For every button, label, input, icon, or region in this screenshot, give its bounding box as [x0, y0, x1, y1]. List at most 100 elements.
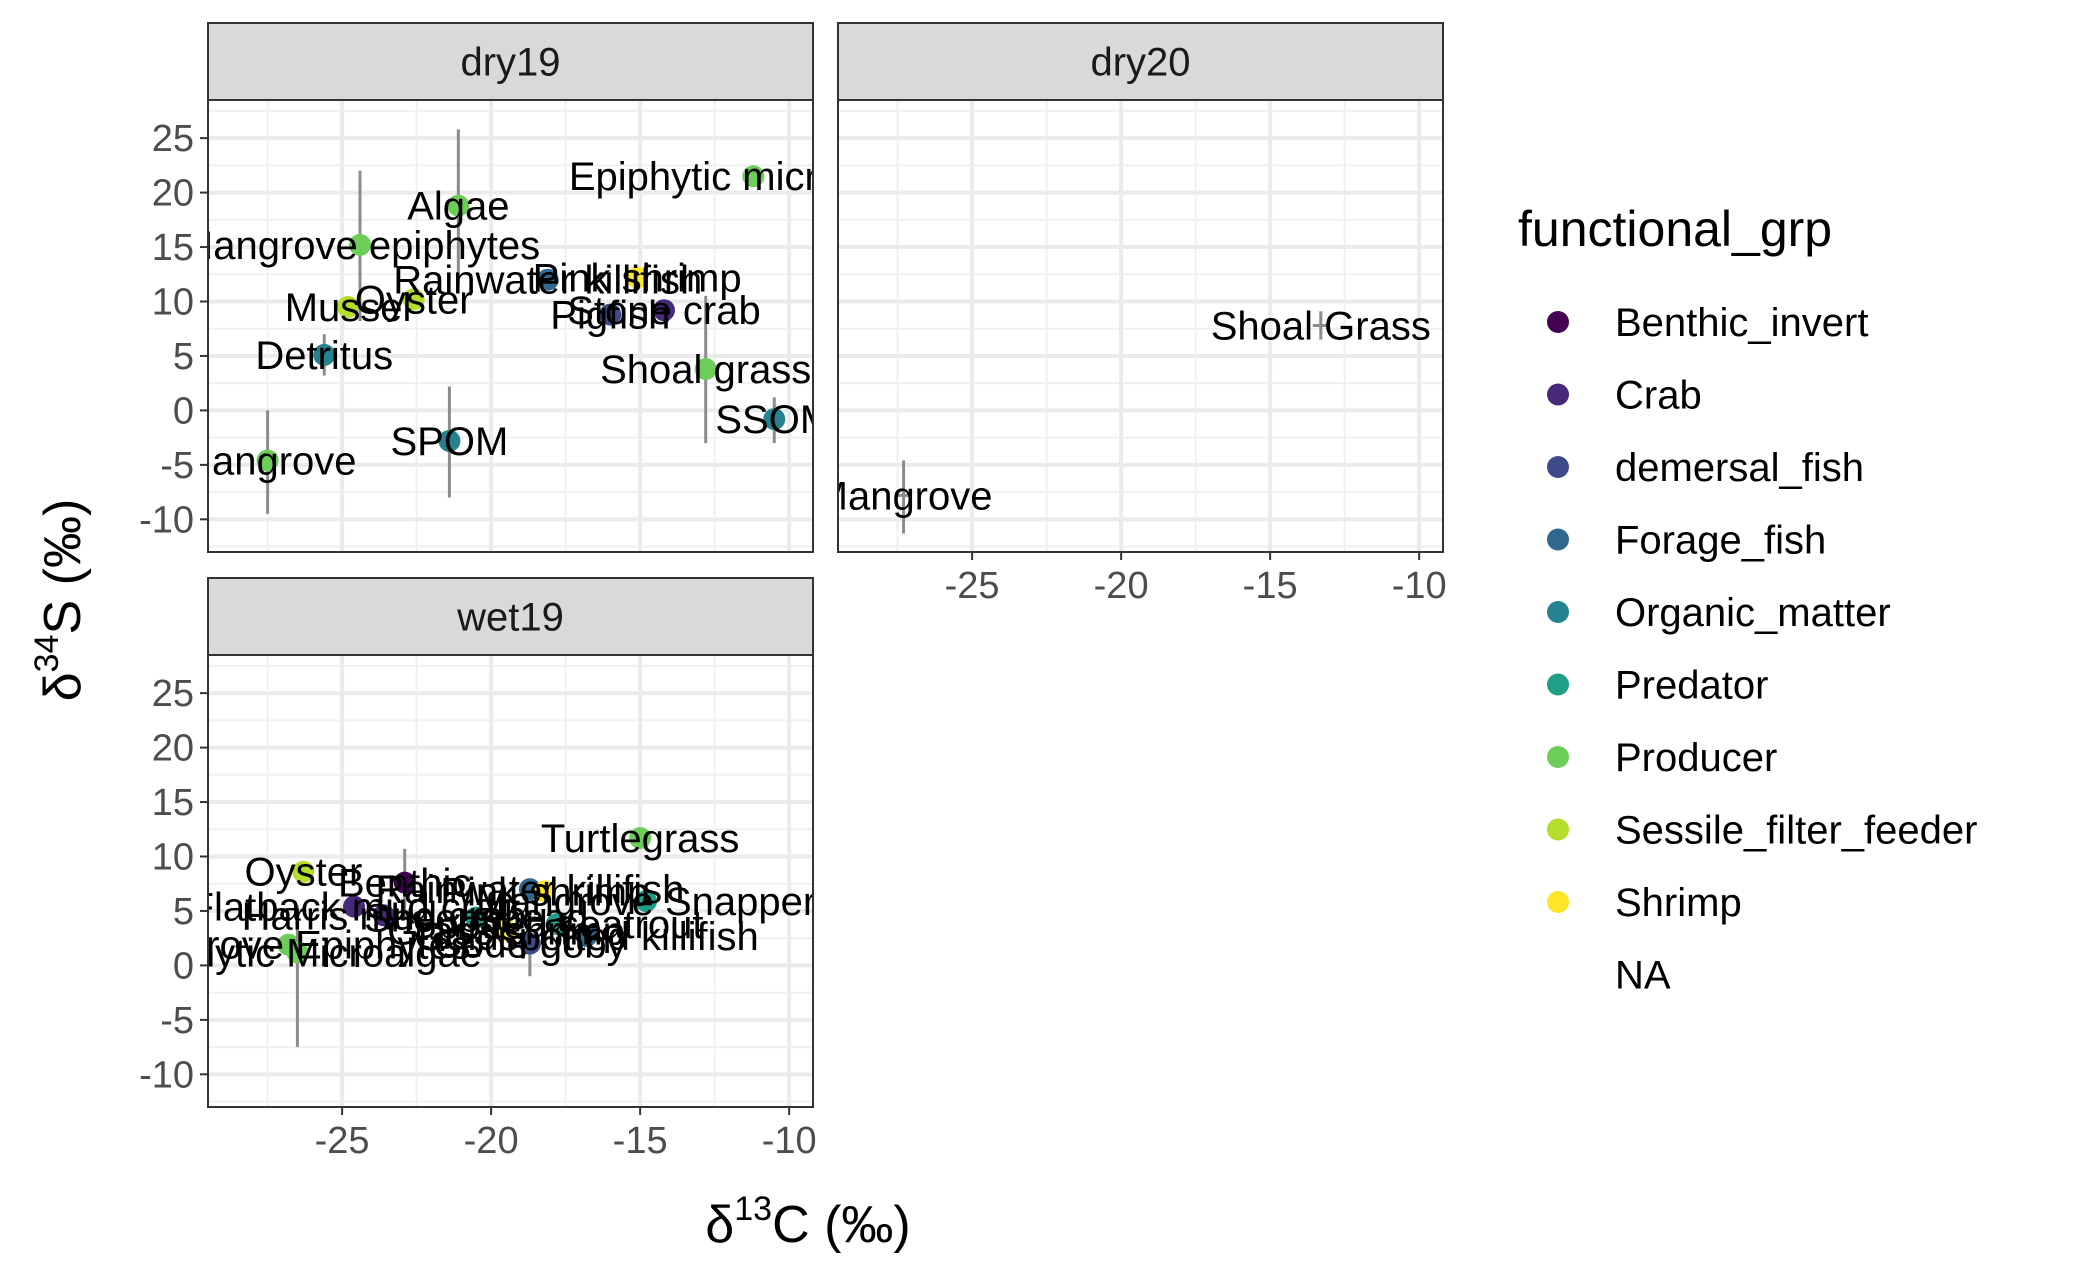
legend-swatch — [1547, 383, 1569, 406]
point-label: Flatback mud crab — [190, 886, 519, 930]
legend-label: Shrimp — [1615, 881, 1742, 925]
facet-strip-label: wet19 — [456, 596, 564, 640]
x-axis-title: δ13C (‰) — [705, 1190, 910, 1254]
x-tick-label: -25 — [315, 1120, 370, 1162]
data-point — [652, 299, 675, 322]
legend-item: Crab — [1547, 374, 1702, 418]
y-axis-title-sup: 34 — [28, 634, 66, 672]
data-point — [438, 429, 461, 452]
facet-strip-label: dry20 — [1090, 41, 1190, 85]
point-label: Oyster — [244, 851, 362, 895]
legend-item: NA — [1615, 954, 1671, 998]
y-axis-title-suffix: S (‰) — [34, 499, 92, 635]
y-tick-label: 25 — [152, 118, 194, 160]
y-tick-label: 10 — [152, 281, 194, 323]
legend: functional_grp Benthic_invert Crab demersa… — [1518, 201, 1977, 998]
y-tick-label: -10 — [139, 1054, 194, 1096]
legend-swatch — [1547, 456, 1569, 478]
data-point — [393, 871, 416, 894]
panel-dry20: dry20 Shoal Grass Mangrove -25 -20 -15 -10 — [837, 22, 1447, 607]
data-point — [629, 826, 652, 849]
legend-label: Predator — [1615, 664, 1768, 708]
y-tick-label: 15 — [152, 782, 194, 824]
data-point — [313, 343, 336, 366]
y-tick-label: 20 — [152, 728, 194, 770]
x-tick-label: -20 — [464, 1120, 519, 1162]
legend-item: demersal_fish — [1547, 446, 1864, 490]
data-point — [372, 904, 395, 927]
facet-strip — [207, 22, 814, 101]
legend-swatch — [1547, 601, 1569, 623]
legend-label: Producer — [1615, 736, 1777, 780]
legend-item: Shrimp — [1547, 881, 1742, 925]
point-label: SSOM — [715, 398, 833, 442]
x-tick-label: -25 — [945, 565, 1000, 607]
y-tick-label: 15 — [152, 227, 194, 269]
y-tick-label: 5 — [173, 891, 194, 933]
y-tick-label: 5 — [173, 336, 194, 378]
point-label: Code goby — [433, 923, 626, 967]
x-axis-title-suffix: C (‰) — [772, 1196, 911, 1254]
data-point — [447, 194, 470, 217]
point-label: Mangrove Epiphytes — [106, 924, 471, 968]
point-label: Pigfish — [550, 294, 670, 338]
legend-item: Producer — [1547, 736, 1777, 780]
point-label: Rainwater killifish — [393, 259, 702, 303]
point-label: Harris mud crab — [242, 894, 527, 938]
panel-border — [207, 654, 814, 1108]
point-label: Stone crab — [567, 289, 760, 333]
data-point — [599, 303, 622, 326]
panel-border — [837, 99, 1444, 553]
legend-title: functional_grp — [1518, 201, 1832, 257]
facet-strip — [207, 577, 814, 656]
data-point — [635, 890, 658, 913]
point-label: Shoal Grass — [1211, 304, 1431, 348]
point-label: Mangrove epiphytes — [180, 224, 540, 268]
legend-item: Predator — [1547, 664, 1768, 708]
data-point — [292, 860, 315, 883]
point-label: Rainwater killifish — [375, 868, 684, 912]
data-point — [533, 880, 556, 903]
point-label: Epiphytic microalgae — [569, 155, 938, 199]
point-label: Benthic — [338, 862, 471, 906]
point-label: Shoal grass — [600, 348, 811, 392]
data-point — [337, 295, 360, 318]
legend-item: Sessile_filter_feeder — [1547, 809, 1977, 853]
point-label: Mangrove Snapper — [476, 880, 816, 924]
legend-label: Benthic_invert — [1615, 301, 1868, 345]
point-label: Pink shrimp — [533, 257, 742, 301]
data-point — [536, 268, 559, 291]
data-point — [763, 408, 786, 431]
panel-background — [208, 100, 813, 552]
panel-background — [838, 100, 1443, 552]
data-point — [518, 932, 541, 955]
y-tick-label: 25 — [152, 673, 194, 715]
data-point — [348, 233, 371, 256]
legend-label: Crab — [1615, 374, 1702, 418]
point-label: Goldspotted killifish — [414, 915, 759, 959]
y-axis-title: δ34S (‰) — [28, 499, 92, 702]
marks: Shoal Grass Mangrove — [838, 304, 1431, 534]
point-label: Mussel — [285, 286, 412, 330]
x-tick-label: -10 — [1392, 565, 1447, 607]
data-point — [286, 941, 309, 964]
x-tick-label: -20 — [1094, 565, 1149, 607]
legend-item: Organic_matter — [1547, 591, 1891, 635]
legend-item: Forage_fish — [1547, 519, 1826, 563]
y-tick-label: 20 — [152, 173, 194, 215]
facet-strip — [837, 22, 1444, 101]
legend-swatch — [1547, 311, 1569, 333]
grid — [208, 100, 813, 552]
y-axis-title-prefix: δ — [34, 672, 92, 701]
point-label: Grass shrimp — [387, 910, 625, 954]
legend-swatch — [1547, 673, 1569, 696]
data-point — [256, 449, 279, 472]
y-tick-label: -5 — [160, 445, 194, 487]
point-label: Spotted seatrout — [410, 903, 704, 947]
y-tick-label: 0 — [173, 390, 194, 432]
y-tick-label: 0 — [173, 945, 194, 987]
